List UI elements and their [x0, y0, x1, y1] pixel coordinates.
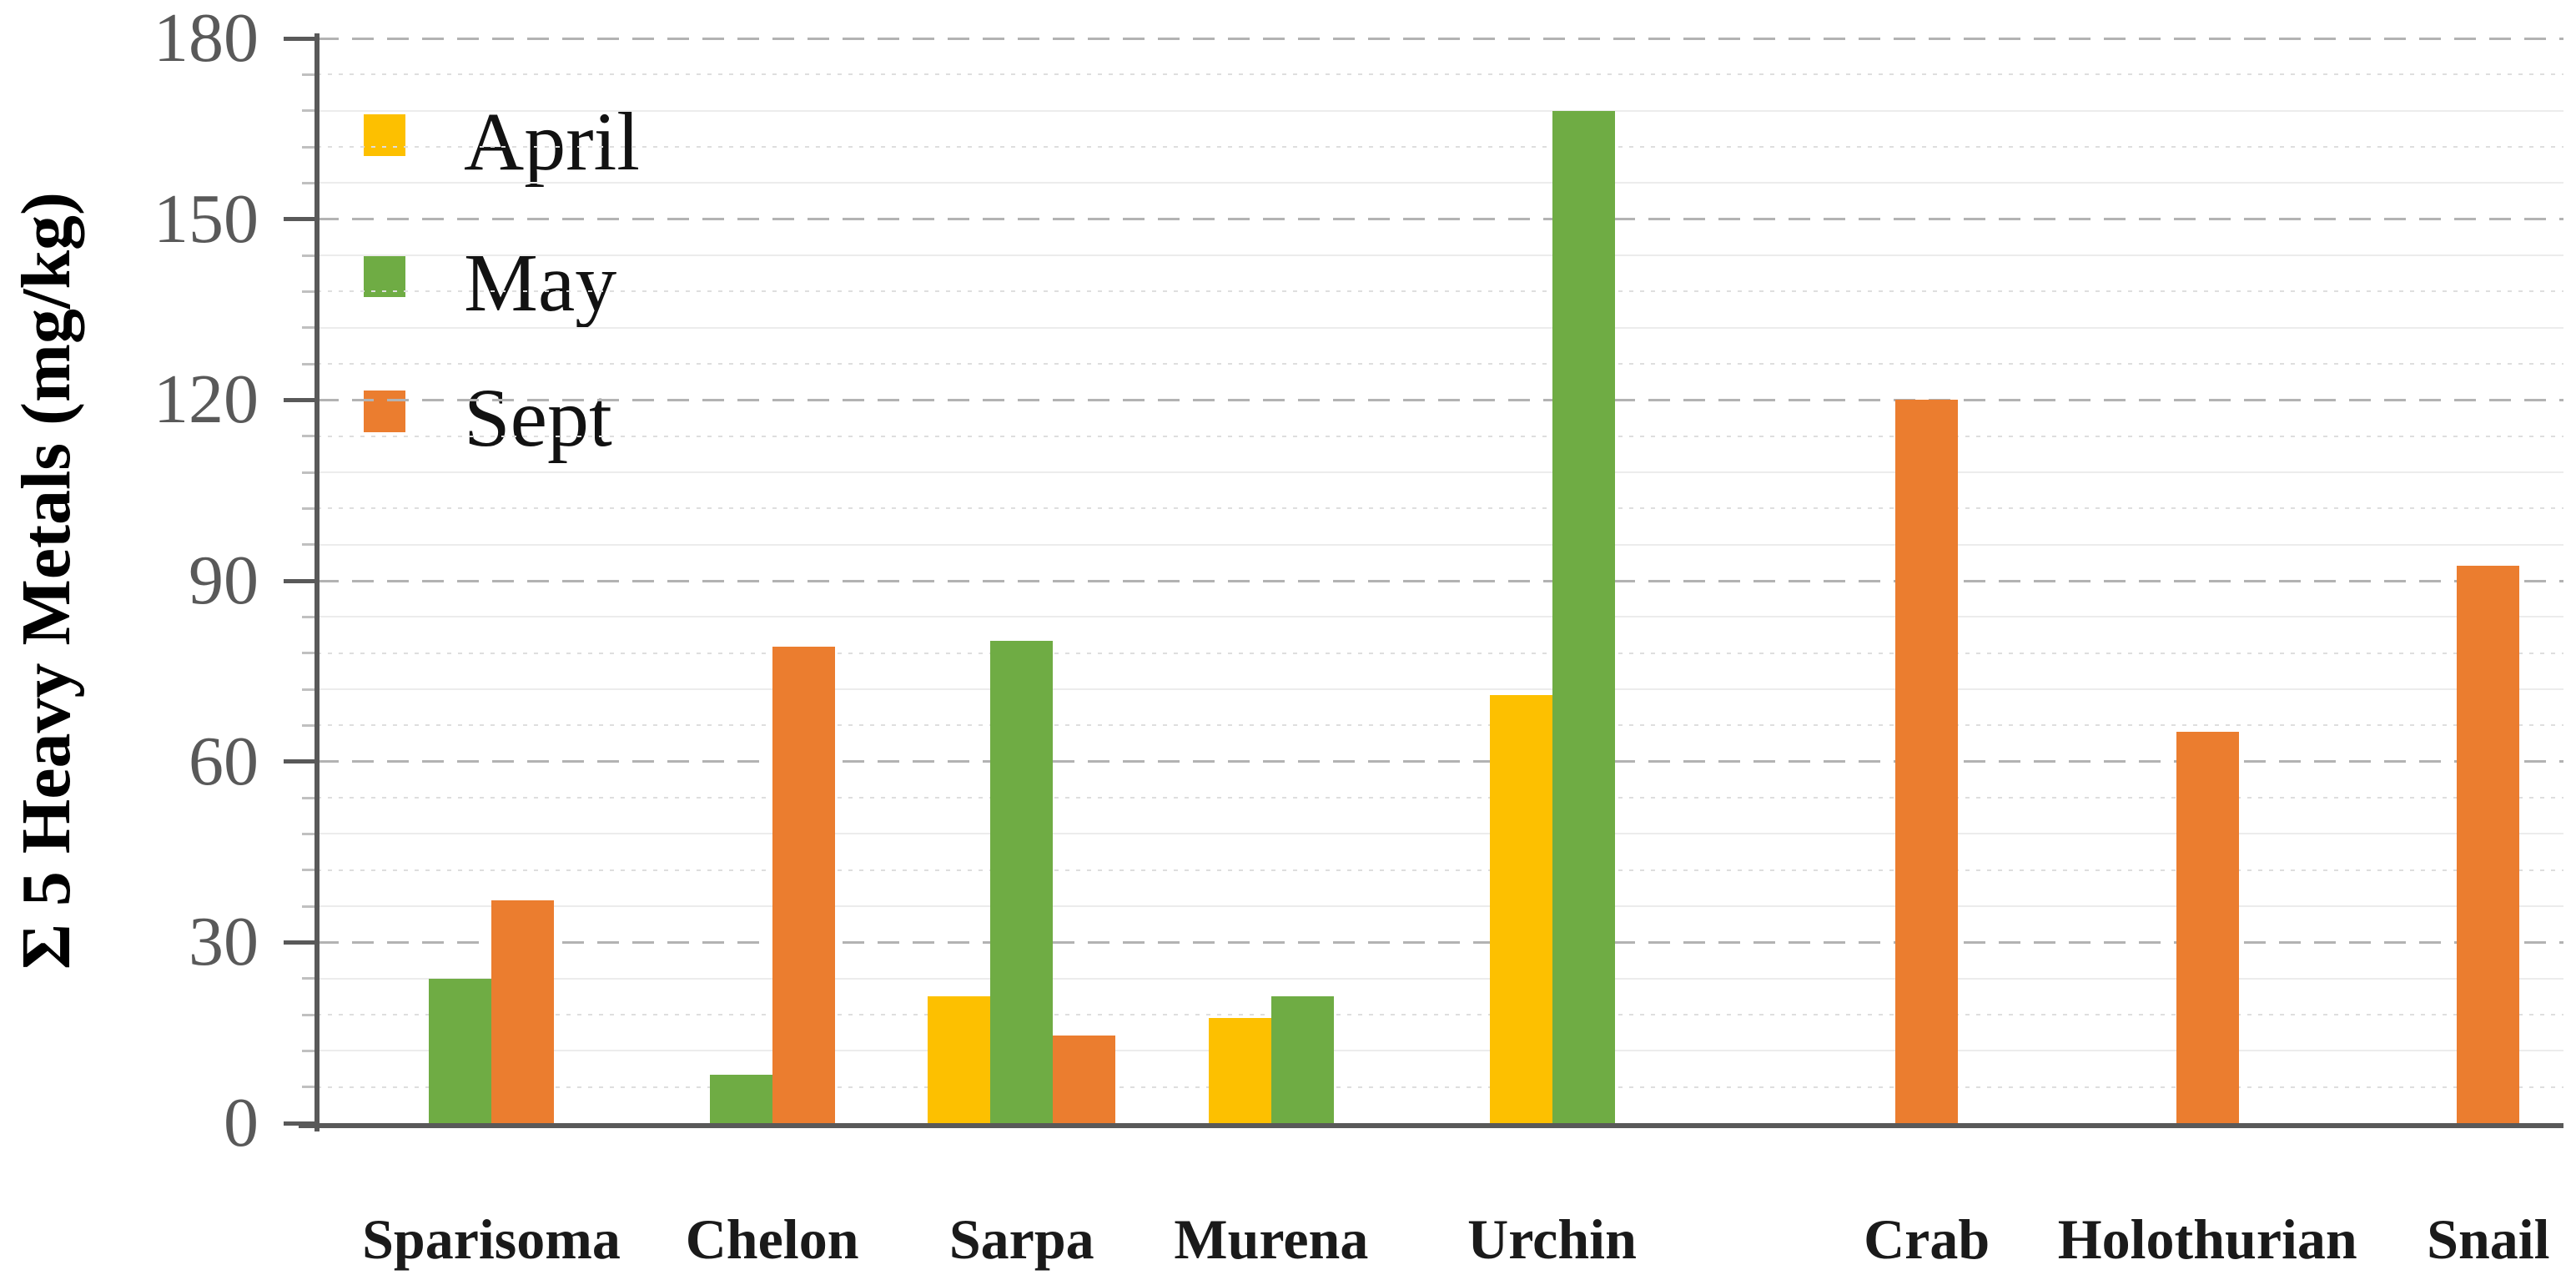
- y-tick-label-60: 60: [189, 722, 259, 800]
- legend-label-sept: Sept: [464, 371, 612, 464]
- x-category-label-sarpa: Sarpa: [948, 1207, 1094, 1271]
- y-minor-tick-72: [302, 688, 317, 691]
- y-axis-title: Σ 5 Heavy Metals (mg/kg): [8, 191, 85, 970]
- y-tick-60: [284, 759, 317, 764]
- bar-murena-april: [1208, 1017, 1271, 1123]
- gridline-minor-96: [317, 543, 2563, 546]
- gridline-minor-174: [317, 73, 2563, 76]
- legend-swatch-sept: [364, 391, 405, 432]
- gridline-minor-72: [317, 688, 2563, 690]
- bar-sparisoma-sept: [491, 900, 554, 1123]
- bar-urchin-may: [1552, 110, 1615, 1123]
- y-tick-180: [284, 36, 317, 41]
- gridline-minor-78: [317, 652, 2563, 654]
- y-minor-tick-102: [302, 506, 317, 510]
- y-tick-label-90: 90: [189, 542, 259, 619]
- y-tick-label-180: 180: [153, 0, 259, 77]
- y-minor-tick-108: [302, 471, 317, 474]
- legend-item-may: May: [347, 240, 616, 325]
- x-category-label-snail: Snail: [2427, 1207, 2550, 1271]
- legend: April May Sept: [347, 78, 801, 508]
- legend-label-april: April: [464, 95, 641, 188]
- y-minor-tick-42: [302, 869, 317, 872]
- y-minor-tick-162: [302, 145, 317, 149]
- y-minor-tick-96: [302, 543, 317, 547]
- gridline-major-180: [317, 37, 2563, 40]
- legend-item-april: April: [347, 99, 640, 184]
- y-minor-tick-36: [302, 905, 317, 908]
- y-tick-150: [284, 217, 317, 222]
- legend-label-may: May: [464, 236, 617, 329]
- y-minor-tick-114: [302, 435, 317, 438]
- bar-sarpa-may: [990, 641, 1054, 1123]
- y-minor-tick-174: [302, 73, 317, 76]
- y-minor-tick-54: [302, 796, 317, 799]
- y-minor-tick-144: [302, 254, 317, 257]
- bar-murena-may: [1270, 996, 1334, 1123]
- legend-item-sept: Sept: [347, 375, 612, 460]
- bar-sarpa-sept: [1053, 1036, 1116, 1123]
- bar-sarpa-april: [928, 996, 991, 1123]
- y-minor-tick-48: [302, 832, 317, 835]
- y-tick-label-120: 120: [153, 360, 259, 439]
- legend-swatch-april: [364, 114, 405, 156]
- gridline-major-90: [317, 579, 2563, 582]
- x-category-label-holothurian: Holothurian: [2057, 1207, 2357, 1271]
- y-minor-tick-66: [302, 723, 317, 727]
- bar-sparisoma-may: [429, 978, 491, 1123]
- x-category-label-urchin: Urchin: [1467, 1207, 1637, 1271]
- x-category-label-sparisoma: Sparisoma: [362, 1207, 621, 1271]
- y-minor-tick-126: [302, 362, 317, 365]
- y-tick-90: [284, 578, 317, 583]
- y-tick-30: [284, 940, 317, 945]
- gridline-minor-84: [317, 616, 2563, 618]
- y-tick-label-150: 150: [153, 179, 259, 258]
- y-tick-120: [284, 397, 317, 402]
- x-category-label-murena: Murena: [1174, 1207, 1369, 1271]
- y-minor-tick-12: [302, 1049, 317, 1052]
- bar-urchin-april: [1489, 695, 1552, 1123]
- x-axis: [299, 1123, 2563, 1128]
- bar-holothurian-sept: [2176, 731, 2239, 1123]
- y-minor-tick-78: [302, 652, 317, 655]
- legend-swatch-may: [364, 255, 405, 297]
- bar-chelon-may: [709, 1075, 772, 1123]
- bar-chelon-sept: [772, 647, 835, 1123]
- y-minor-tick-24: [302, 977, 317, 980]
- y-minor-tick-132: [302, 326, 317, 330]
- bar-crab-sept: [1895, 400, 1959, 1123]
- y-tick-label-30: 30: [189, 903, 259, 981]
- gridline-minor-66: [317, 724, 2563, 727]
- y-minor-tick-18: [302, 1013, 317, 1016]
- y-axis: [314, 33, 319, 1131]
- y-minor-tick-168: [302, 109, 317, 113]
- y-minor-tick-156: [302, 181, 317, 184]
- y-minor-tick-6: [302, 1086, 317, 1089]
- y-tick-label-0: 0: [224, 1084, 259, 1162]
- x-category-label-crab: Crab: [1864, 1207, 1990, 1271]
- x-category-label-chelon: Chelon: [685, 1207, 859, 1271]
- bar-snail-sept: [2457, 565, 2520, 1123]
- y-minor-tick-138: [302, 290, 317, 293]
- y-minor-tick-84: [302, 615, 317, 618]
